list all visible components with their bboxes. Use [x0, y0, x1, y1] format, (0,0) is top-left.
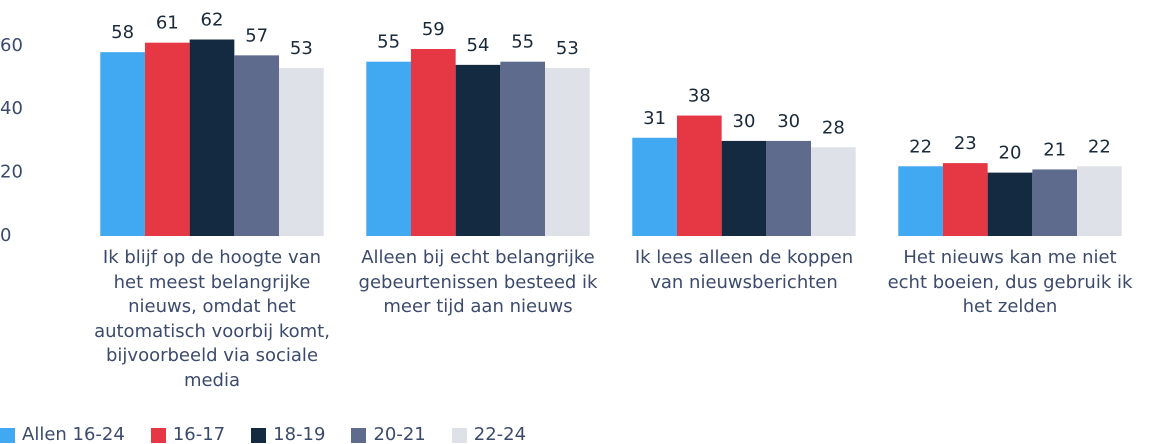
legend-item: 20-21 [351, 424, 426, 444]
y-tick-label: 40 [0, 98, 23, 119]
bar [1032, 169, 1078, 236]
bar [410, 49, 456, 237]
bar [234, 55, 280, 236]
bar [500, 61, 546, 236]
legend-swatch [451, 427, 467, 443]
bar [189, 39, 235, 236]
value-label: 58 [111, 22, 134, 43]
value-label: 55 [511, 32, 534, 53]
legend-item: 22-24 [451, 424, 527, 444]
value-label: 30 [777, 111, 800, 132]
bar [942, 163, 988, 236]
value-label: 30 [733, 111, 756, 132]
bar [987, 172, 1033, 236]
legend-label: 16-17 [172, 424, 226, 444]
value-label: 54 [467, 35, 490, 56]
value-label: 53 [556, 38, 579, 59]
legend-label: 18-19 [273, 424, 326, 444]
y-tick-label: 60 [0, 35, 23, 56]
bar [721, 140, 767, 236]
y-tick-label: 20 [0, 162, 23, 183]
legend-item: 16-17 [150, 424, 226, 444]
legend-swatch [0, 427, 15, 443]
value-label: 61 [156, 13, 179, 34]
bar [811, 147, 856, 236]
bar [100, 52, 145, 236]
x-tick-label: Ik blijf op de hoogte van het meest bela… [94, 247, 330, 391]
value-label: 23 [954, 133, 977, 154]
legend-item: Allen 16-24 [0, 426, 125, 444]
legend-label: 20-21 [373, 424, 426, 444]
value-label: 20 [999, 143, 1022, 164]
legend-item: 18-19 [251, 426, 325, 444]
bar [766, 140, 812, 236]
value-label: 55 [377, 32, 400, 53]
bar [366, 61, 411, 236]
bar [898, 166, 943, 236]
value-label: 28 [822, 117, 845, 138]
value-label: 22 [909, 136, 932, 157]
x-tick-label: Het nieuws kan me niet echt boeien, dus … [887, 247, 1133, 317]
bar [676, 115, 722, 236]
value-label: 31 [643, 108, 666, 129]
bar [144, 42, 190, 236]
legend-swatch [251, 427, 267, 443]
legend-swatch [150, 427, 166, 443]
legend-label: Allen 16-24 [22, 424, 125, 444]
value-label: 62 [201, 10, 224, 31]
value-label: 53 [290, 38, 313, 59]
value-label: 21 [1043, 139, 1066, 160]
legend: Allen 16-24 16-17 18-19 20-21 22-24 [0, 426, 526, 444]
bar [455, 64, 501, 236]
value-label: 59 [422, 19, 445, 40]
bar [632, 137, 677, 236]
value-label: 57 [245, 25, 268, 46]
y-tick-label: 0 [0, 225, 11, 246]
value-label: 38 [688, 86, 711, 107]
value-label: 22 [1088, 136, 1111, 157]
bar [545, 68, 590, 237]
bar [1077, 166, 1122, 236]
x-tick-label: Ik lees alleen de koppen van nieuwsberic… [634, 247, 854, 293]
x-tick-label: Alleen bij echt belangrijke gebeurteniss… [358, 247, 598, 317]
bar [279, 68, 324, 237]
legend-label: 22-24 [473, 424, 527, 444]
legend-swatch [351, 427, 367, 443]
